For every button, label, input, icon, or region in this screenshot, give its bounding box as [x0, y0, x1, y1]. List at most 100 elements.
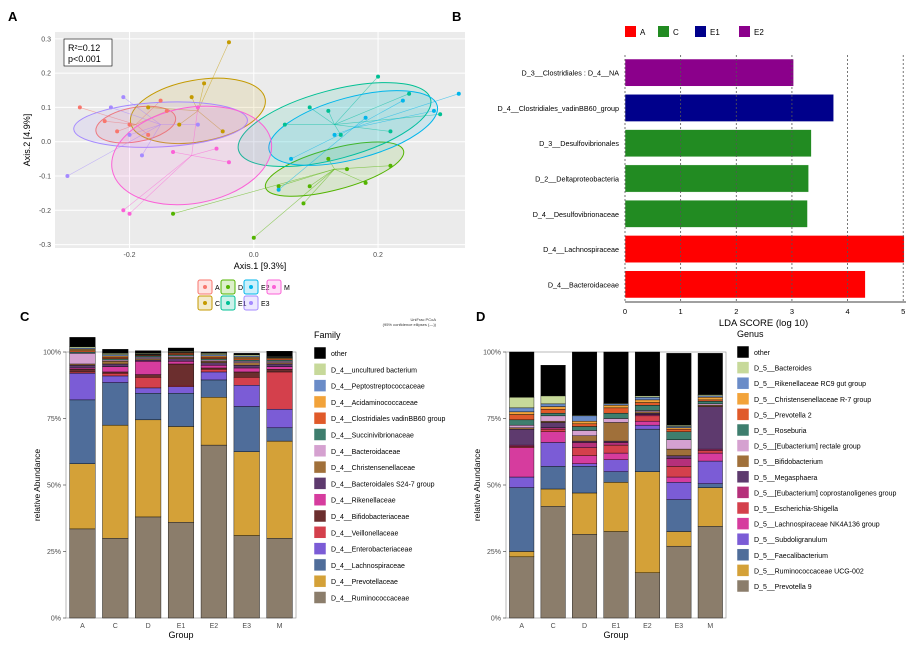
segment-d-5-prevotella-2-a — [509, 414, 535, 421]
segment-d-5-roseburia-a — [509, 419, 535, 426]
point-d — [301, 201, 306, 206]
legend-label-d-4-bifidobacteriaceae: D_4__Bifidobacteriaceae — [331, 514, 409, 521]
legend-label-d-4-bacteroidaceae: D_4__Bacteroidaceae — [331, 449, 400, 456]
segment-d-4-lachnospiraceae-e2 — [200, 379, 227, 398]
spider-line — [129, 124, 161, 136]
y-tick-label: 0.0 — [41, 139, 51, 146]
segment-d-5-subdoligranulum-e3 — [666, 482, 692, 500]
segment-d-5-megasphaera-c — [540, 422, 566, 429]
legend-dot-m — [272, 285, 276, 289]
spider-line — [197, 42, 230, 111]
segment-d-5-ruminococcaceae-ucg-002-e3 — [666, 531, 692, 547]
point-c — [177, 122, 182, 127]
footnote-line: (95% confidence ellipses (—)) — [383, 322, 437, 327]
segment-d-4-lachnospiraceae-c — [102, 382, 129, 426]
point-e3 — [65, 174, 70, 178]
segment-d-5-prevotella-2-d — [572, 423, 598, 427]
segment-d-5-lachnospiraceae-nk4a136-group-a — [509, 447, 535, 478]
segment-d-5-ruminococcaceae-ucg-002-c — [540, 488, 566, 507]
segment-d-5-faecalibacterium-c — [540, 466, 566, 490]
segment-d-4-veillonellaceae-d — [135, 377, 162, 389]
point-a — [77, 105, 82, 110]
x-axis-title: Group — [603, 630, 628, 640]
segment-d-4-ruminococcaceae-e1 — [167, 522, 195, 619]
segment-d-4-bifidobacteriaceae-d — [135, 374, 162, 378]
segment-d-5-eubacterium-coprostanoligenes-group-e1 — [603, 442, 629, 446]
legend-key-d-4-veillonellaceae — [313, 526, 327, 539]
segment-d-4-veillonellaceae-m — [266, 371, 293, 410]
segment-d-5-escherichia-shigella-c — [540, 428, 566, 433]
segment-d-4-rikenellaceae-c — [102, 366, 129, 373]
legend-label-d-5-rikenellaceae-rc9-gut-group: D_5__Rikenellaceae RC9 gut group — [754, 381, 866, 388]
legend-key-d-5-eubacterium-rectale-group — [736, 439, 750, 452]
spider-line — [353, 93, 459, 129]
segment-d-5-christensenellaceae-r-7-group-m — [697, 397, 723, 401]
segment-other-a — [69, 337, 96, 347]
legend-key-d-4-enterobacteriaceae — [313, 542, 327, 555]
point-e1 — [388, 129, 393, 134]
y-tick-label: 50% — [487, 483, 501, 490]
segment-d-5-megasphaera-e3 — [666, 455, 692, 459]
segment-d-5-ruminococcaceae-ucg-002-a — [509, 551, 535, 558]
segment-other-c — [540, 365, 566, 397]
legend-key-c — [658, 26, 669, 37]
point-m — [195, 105, 200, 110]
spider-line — [117, 124, 136, 132]
point-e2 — [289, 156, 294, 161]
legend-label-m: M — [284, 285, 290, 292]
legend-key-d-4-ruminococcaceae — [313, 591, 327, 604]
y-tick-label: 0% — [491, 616, 501, 623]
point-e3 — [108, 105, 113, 110]
spider-line — [309, 107, 335, 125]
segment-d-5-roseburia-m — [697, 401, 723, 405]
legend-key-d-5-bacteroides — [736, 361, 750, 374]
y-tick-label: 25% — [47, 549, 61, 556]
y-tick-label: -0.3 — [39, 242, 51, 249]
segment-d-4-rikenellaceae-e3 — [233, 367, 260, 373]
spider-line — [334, 113, 441, 125]
segment-other-d — [135, 350, 162, 354]
legend-label-d-5-prevotella-9: D_5__Prevotella 9 — [754, 584, 812, 591]
segment-d-5-lachnospiraceae-nk4a136-group-d — [572, 455, 598, 464]
point-a — [146, 132, 151, 137]
x-tick-label: M — [707, 623, 713, 630]
x-tick-label: E2 — [643, 623, 652, 630]
legend-label-d-4-enterobacteriaceae: D_4__Enterobacteriaceae — [331, 547, 412, 554]
y-tick-label: 100% — [43, 350, 61, 357]
point-m — [121, 208, 126, 213]
bar-d-3-desulfovibrionales — [624, 129, 812, 158]
segment-d-5-bifidobacterium-d — [572, 435, 598, 442]
segment-other-e3 — [666, 353, 692, 426]
point-a — [164, 108, 169, 113]
point-e2 — [400, 98, 405, 103]
spider-line — [278, 127, 354, 190]
point-c — [146, 105, 151, 110]
x-tick-label: 1 — [679, 307, 683, 316]
legend-label-e2: E2 — [261, 285, 270, 292]
segment-d-5-prevotella-9-e3 — [666, 545, 692, 619]
point-e1 — [438, 112, 443, 117]
segment-d-4-bacteroidales-s24-7-group-a — [69, 365, 96, 369]
segment-d-4-prevotellaceae-e2 — [200, 397, 227, 446]
segment-other-e2 — [200, 351, 227, 354]
x-axis-title: LDA SCORE (log 10) — [719, 318, 808, 329]
stats-text: R²=0.12 — [68, 43, 100, 53]
legend-label-e3: E3 — [261, 301, 270, 308]
segment-d-5-eubacterium-coprostanoligenes-group-e3 — [666, 458, 692, 467]
segment-d-5-bacteroides-c — [540, 395, 566, 405]
legend-label-other: other — [331, 351, 348, 358]
segment-d-4-ruminococcaceae-e2 — [200, 444, 227, 619]
spider-line — [309, 168, 335, 187]
spider-line — [67, 124, 161, 177]
segment-d-5-lachnospiraceae-nk4a136-group-c — [540, 431, 566, 443]
legend-label-e1: E1 — [710, 28, 720, 37]
legend-label-d-4-christensenellaceae: D_4__Christensenellaceae — [331, 465, 415, 472]
point-e3 — [139, 153, 144, 158]
x-tick-label: 0 — [623, 307, 627, 316]
point-d — [363, 180, 368, 185]
bar-d-4-bacteroidaceae — [624, 270, 866, 299]
x-tick-label: -0.2 — [124, 252, 136, 259]
segment-other-e2 — [634, 351, 660, 397]
legend-title: Family — [314, 330, 341, 340]
